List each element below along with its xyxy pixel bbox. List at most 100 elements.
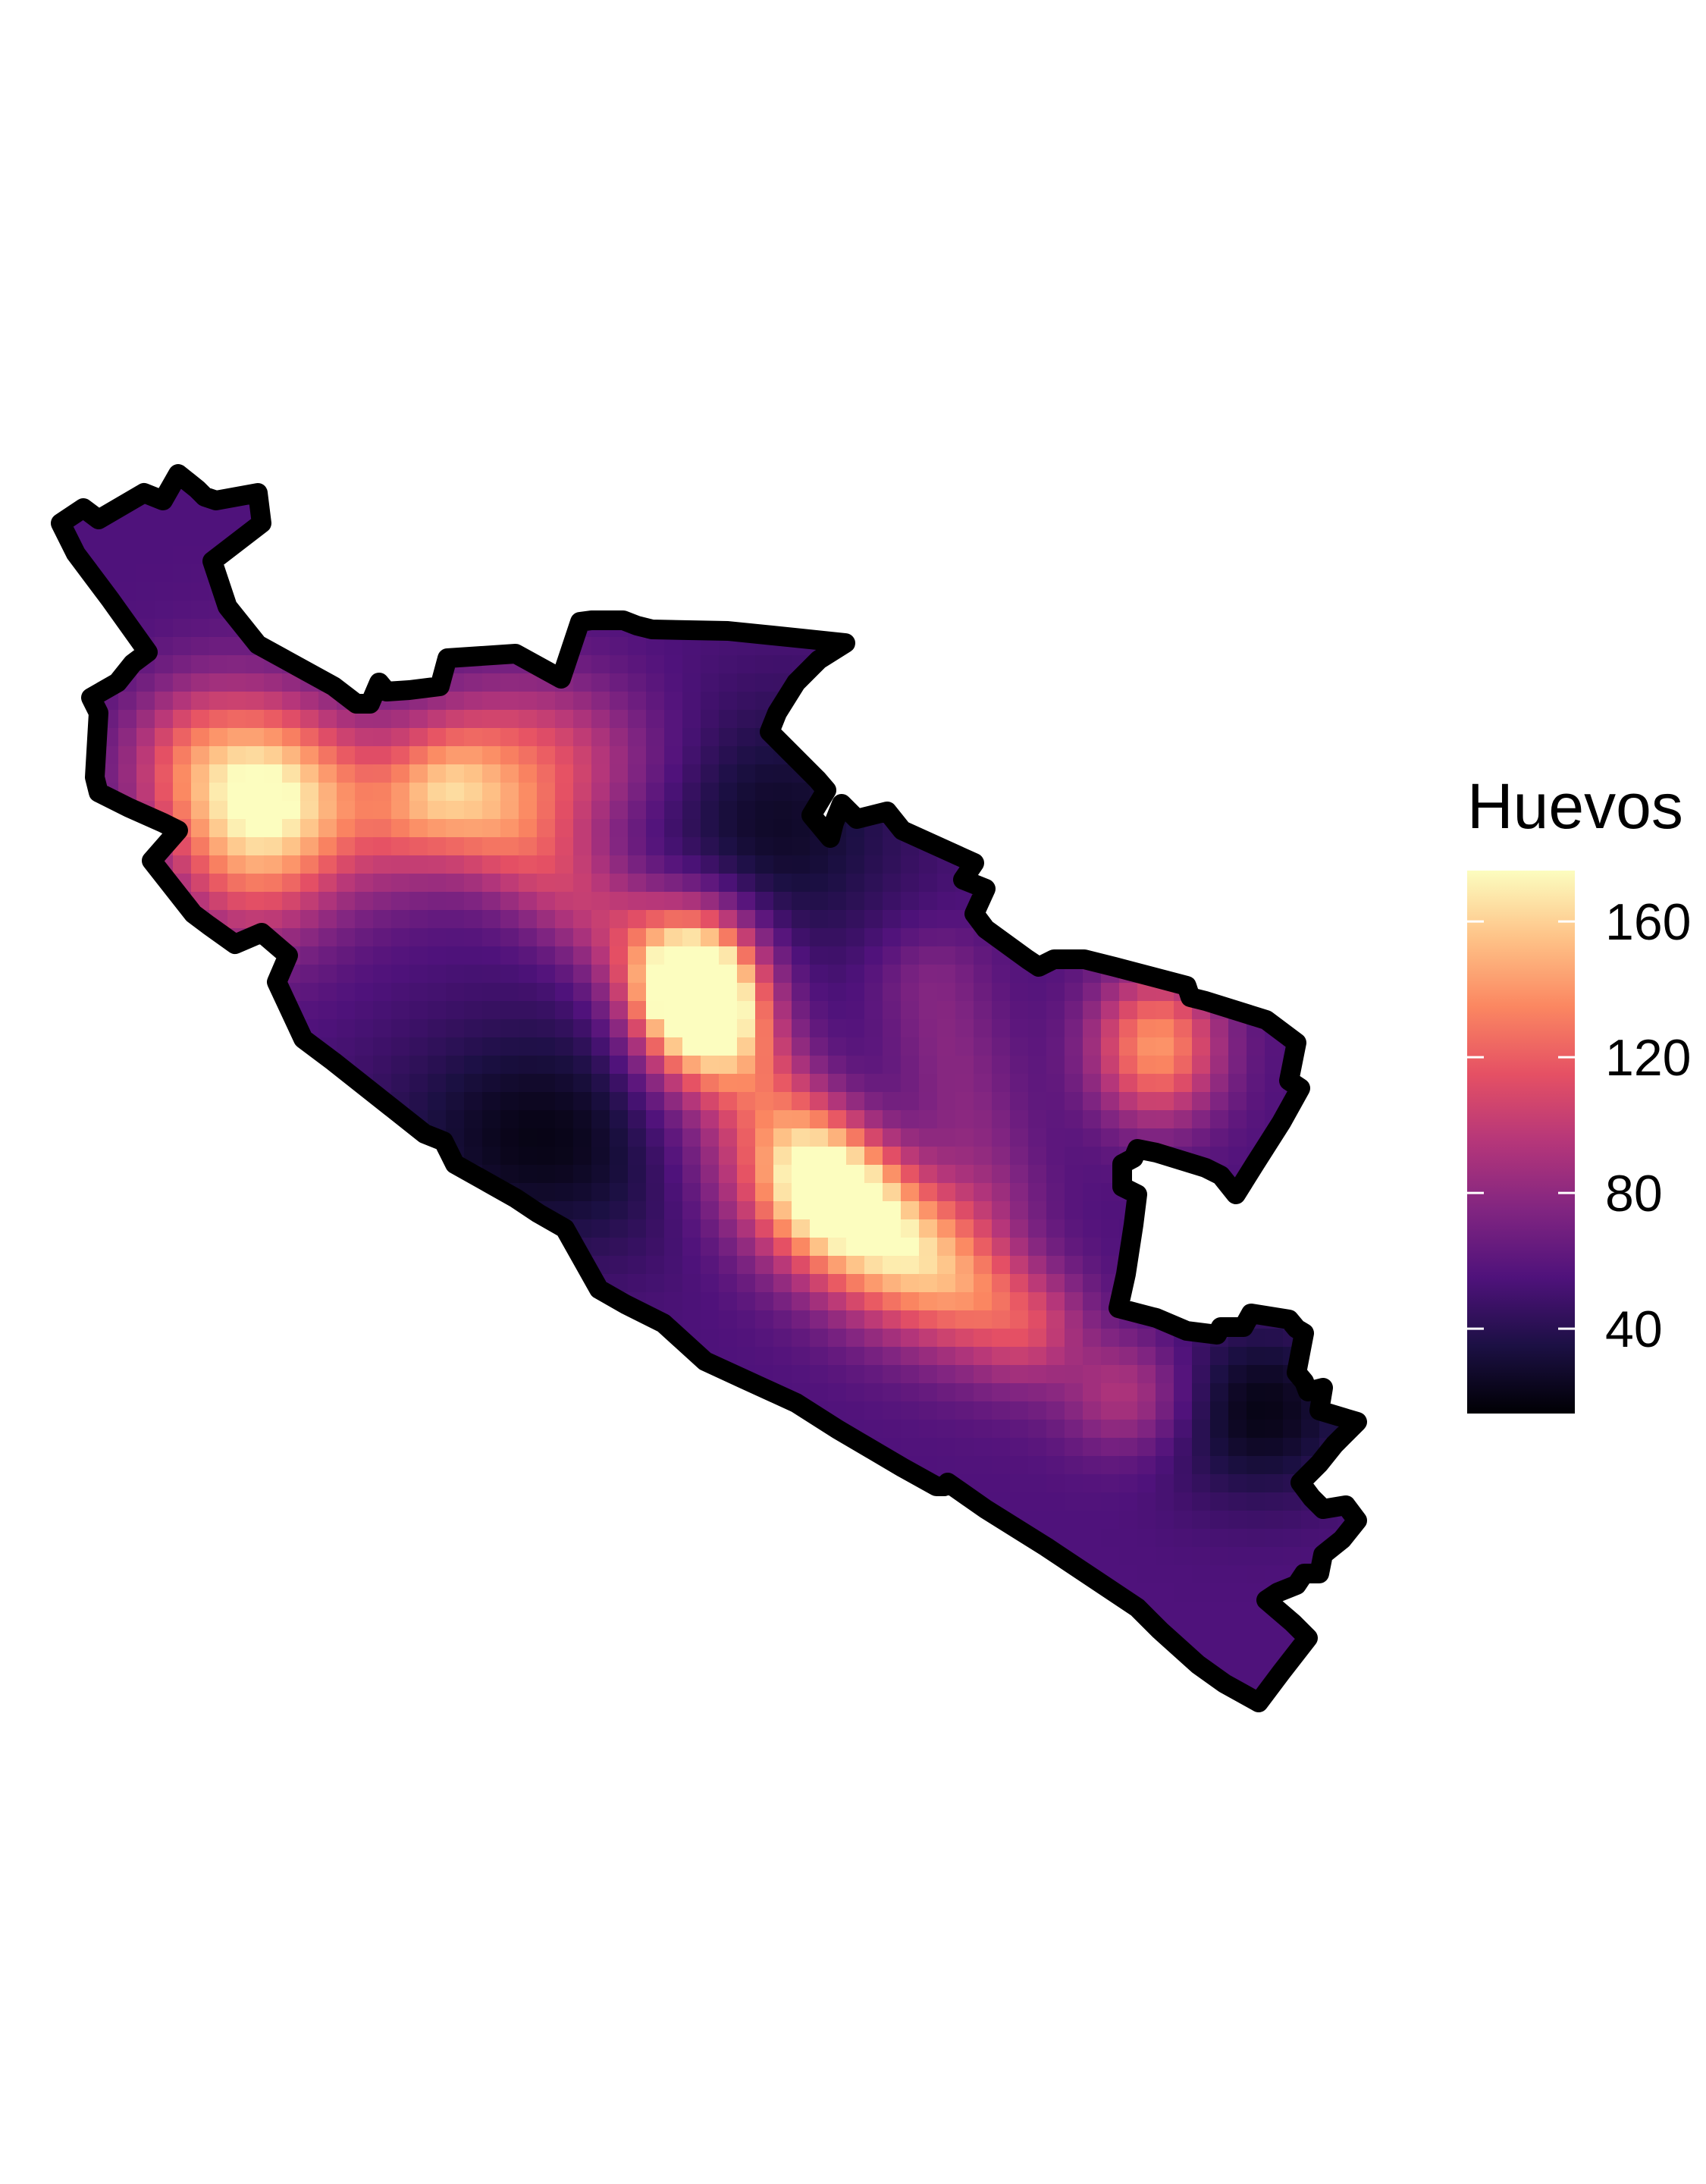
heat-cell xyxy=(682,491,701,510)
heat-cell xyxy=(1356,1201,1357,1220)
heat-cell xyxy=(828,673,847,692)
heat-cell xyxy=(628,1456,647,1475)
heat-cell xyxy=(591,928,610,947)
heat-cell xyxy=(191,1365,210,1384)
heat-cell xyxy=(209,1019,228,1038)
heat-cell xyxy=(846,1383,865,1402)
heat-cell xyxy=(537,837,556,856)
heat-cell xyxy=(318,546,337,565)
heat-cell xyxy=(773,1420,792,1439)
heat-cell xyxy=(446,1474,465,1493)
heat-cell xyxy=(1338,1347,1356,1366)
heat-cell xyxy=(883,1292,902,1311)
heat-cell xyxy=(555,1583,574,1602)
heat-cell xyxy=(901,1638,920,1657)
heat-cell xyxy=(500,1292,519,1311)
heat-cell xyxy=(1174,1292,1193,1311)
heat-cell xyxy=(646,1056,665,1075)
heat-cell xyxy=(682,1238,701,1257)
heat-cell xyxy=(883,1037,902,1056)
heat-cell xyxy=(828,910,847,929)
heat-cell xyxy=(155,1492,174,1511)
heat-cell xyxy=(883,455,902,474)
heat-cell xyxy=(191,728,210,747)
heat-cell xyxy=(227,1056,246,1075)
heat-cell xyxy=(937,946,956,965)
heat-cell xyxy=(209,1001,228,1020)
heat-cell xyxy=(646,637,665,656)
heat-cell xyxy=(409,1056,428,1075)
heat-cell xyxy=(773,474,792,492)
heat-cell xyxy=(537,764,556,783)
heat-cell xyxy=(591,1583,610,1602)
heat-cell xyxy=(992,1110,1011,1129)
heat-cell xyxy=(519,1620,538,1639)
heat-cell xyxy=(446,1401,465,1420)
heat-cell xyxy=(1137,582,1156,601)
heat-cell xyxy=(1228,855,1247,874)
heat-cell xyxy=(555,1310,574,1329)
heat-cell xyxy=(1028,582,1047,601)
heat-cell xyxy=(846,1074,865,1093)
heat-cell xyxy=(901,1110,920,1129)
heat-cell xyxy=(719,928,738,947)
heat-cell xyxy=(610,1656,629,1675)
heat-cell xyxy=(1210,692,1229,711)
heat-cell xyxy=(1010,1037,1029,1056)
heat-cell xyxy=(82,1092,101,1111)
heat-cell xyxy=(573,764,592,783)
heat-cell xyxy=(937,1529,956,1548)
heat-cell xyxy=(246,819,265,838)
heat-cell xyxy=(628,746,647,765)
heat-cell xyxy=(1156,746,1174,765)
heat-cell xyxy=(1192,1110,1211,1129)
heat-cell xyxy=(464,1092,483,1111)
heat-cell xyxy=(446,946,465,965)
heat-cell xyxy=(992,1329,1011,1348)
heat-cell xyxy=(919,783,938,802)
heat-cell xyxy=(1210,892,1229,911)
heat-cell xyxy=(1301,728,1320,747)
heat-cell xyxy=(1065,582,1083,601)
heat-cell xyxy=(810,1238,829,1257)
heat-cell xyxy=(1046,1183,1065,1202)
heat-cell xyxy=(1156,819,1174,838)
heat-cell xyxy=(1210,1602,1229,1621)
heat-cell xyxy=(810,1092,829,1111)
heat-cell xyxy=(1065,692,1083,711)
heat-cell xyxy=(1101,619,1120,638)
heat-cell xyxy=(155,1674,174,1693)
heat-cell xyxy=(591,910,610,929)
heat-cell xyxy=(173,1092,192,1111)
heat-cell xyxy=(173,1602,192,1621)
heat-cell xyxy=(883,528,902,547)
heat-cell xyxy=(901,1347,920,1366)
heat-cell xyxy=(1247,1656,1265,1675)
heat-cell xyxy=(264,455,283,474)
heat-cell xyxy=(318,801,337,820)
heat-cell xyxy=(391,1019,410,1038)
heat-cell xyxy=(537,1547,556,1566)
heat-cell xyxy=(282,1147,301,1166)
heat-cell xyxy=(919,546,938,565)
heat-cell xyxy=(355,1565,374,1584)
heat-cell xyxy=(482,1438,501,1457)
heat-cell xyxy=(1174,928,1193,947)
heat-cell xyxy=(1119,1656,1138,1675)
heat-cell xyxy=(282,1656,301,1675)
heat-cell xyxy=(828,1638,847,1657)
heat-cell xyxy=(792,837,811,856)
heat-cell xyxy=(610,746,629,765)
heat-cell xyxy=(1156,546,1174,565)
heat-cell xyxy=(355,491,374,510)
heat-cell xyxy=(136,1565,155,1584)
heat-cell xyxy=(1301,1292,1320,1311)
heat-cell xyxy=(409,1037,428,1056)
heat-cell xyxy=(1228,474,1247,492)
heat-cell xyxy=(100,1037,119,1056)
heat-cell xyxy=(1247,983,1265,1002)
heat-cell xyxy=(1356,874,1357,893)
heat-cell xyxy=(173,1274,192,1293)
heat-cell xyxy=(737,1310,756,1329)
heat-cell xyxy=(1265,1329,1284,1348)
